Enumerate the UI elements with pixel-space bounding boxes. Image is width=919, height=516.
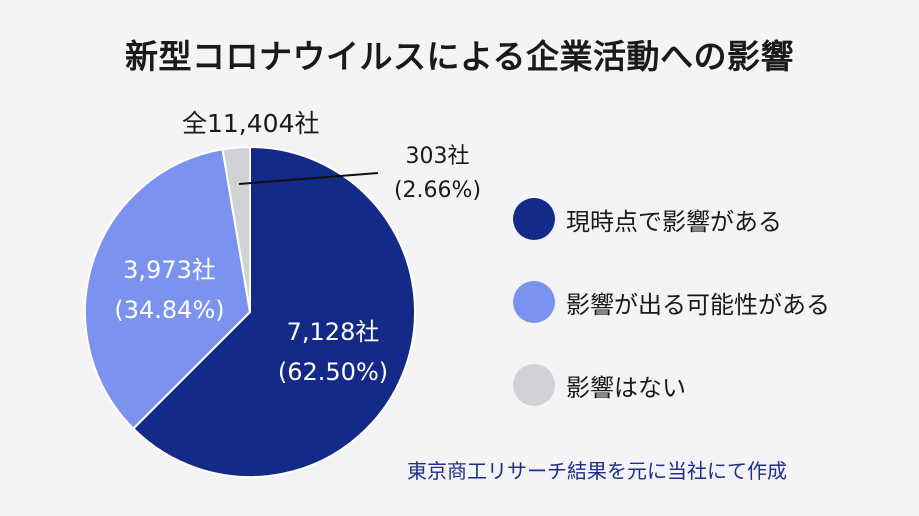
slice-label-current-impact: 7,128社 (62.50%) [268, 312, 398, 392]
slice-count-label: 7,128社 [286, 318, 380, 346]
slice-count-label: 303社 [405, 144, 470, 169]
pie-slice-possible-impact [84, 148, 252, 431]
legend-swatch [513, 198, 555, 240]
legend-swatch [513, 364, 555, 406]
slice-percent-label: (34.84%) [114, 296, 225, 324]
slice-label-possible-impact: 3,973社 (34.84%) [102, 250, 237, 330]
slice-percent-label: (62.50%) [277, 358, 389, 386]
legend-item: 影響が出る可能性がある [513, 279, 830, 325]
slice-percent-label: (2.66%) [393, 178, 482, 203]
legend-item: 現時点で影響がある [513, 196, 830, 242]
callout-leader-line [238, 172, 379, 185]
slice-label-no-impact: 303社 (2.66%) [380, 140, 495, 208]
pie-slice-no-impact [221, 145, 251, 313]
legend-swatch [513, 281, 555, 323]
source-note: 東京商工リサーチ結果を元に当社にて作成 [407, 459, 787, 483]
legend-label: 現時点で影響がある [566, 207, 782, 236]
chart-title: 新型コロナウイルスによる企業活動への影響 [124, 37, 794, 76]
total-label: 全11,404社 [182, 109, 320, 138]
legend-label: 影響はない [566, 373, 686, 402]
chart-legend: 現時点で影響がある 影響が出る可能性がある 影響はない [513, 196, 830, 445]
slice-count-label: 3,973社 [123, 256, 216, 284]
pie-slice-current-impact [131, 145, 416, 478]
legend-item: 影響はない [513, 362, 830, 408]
legend-label: 影響が出る可能性がある [566, 290, 830, 319]
